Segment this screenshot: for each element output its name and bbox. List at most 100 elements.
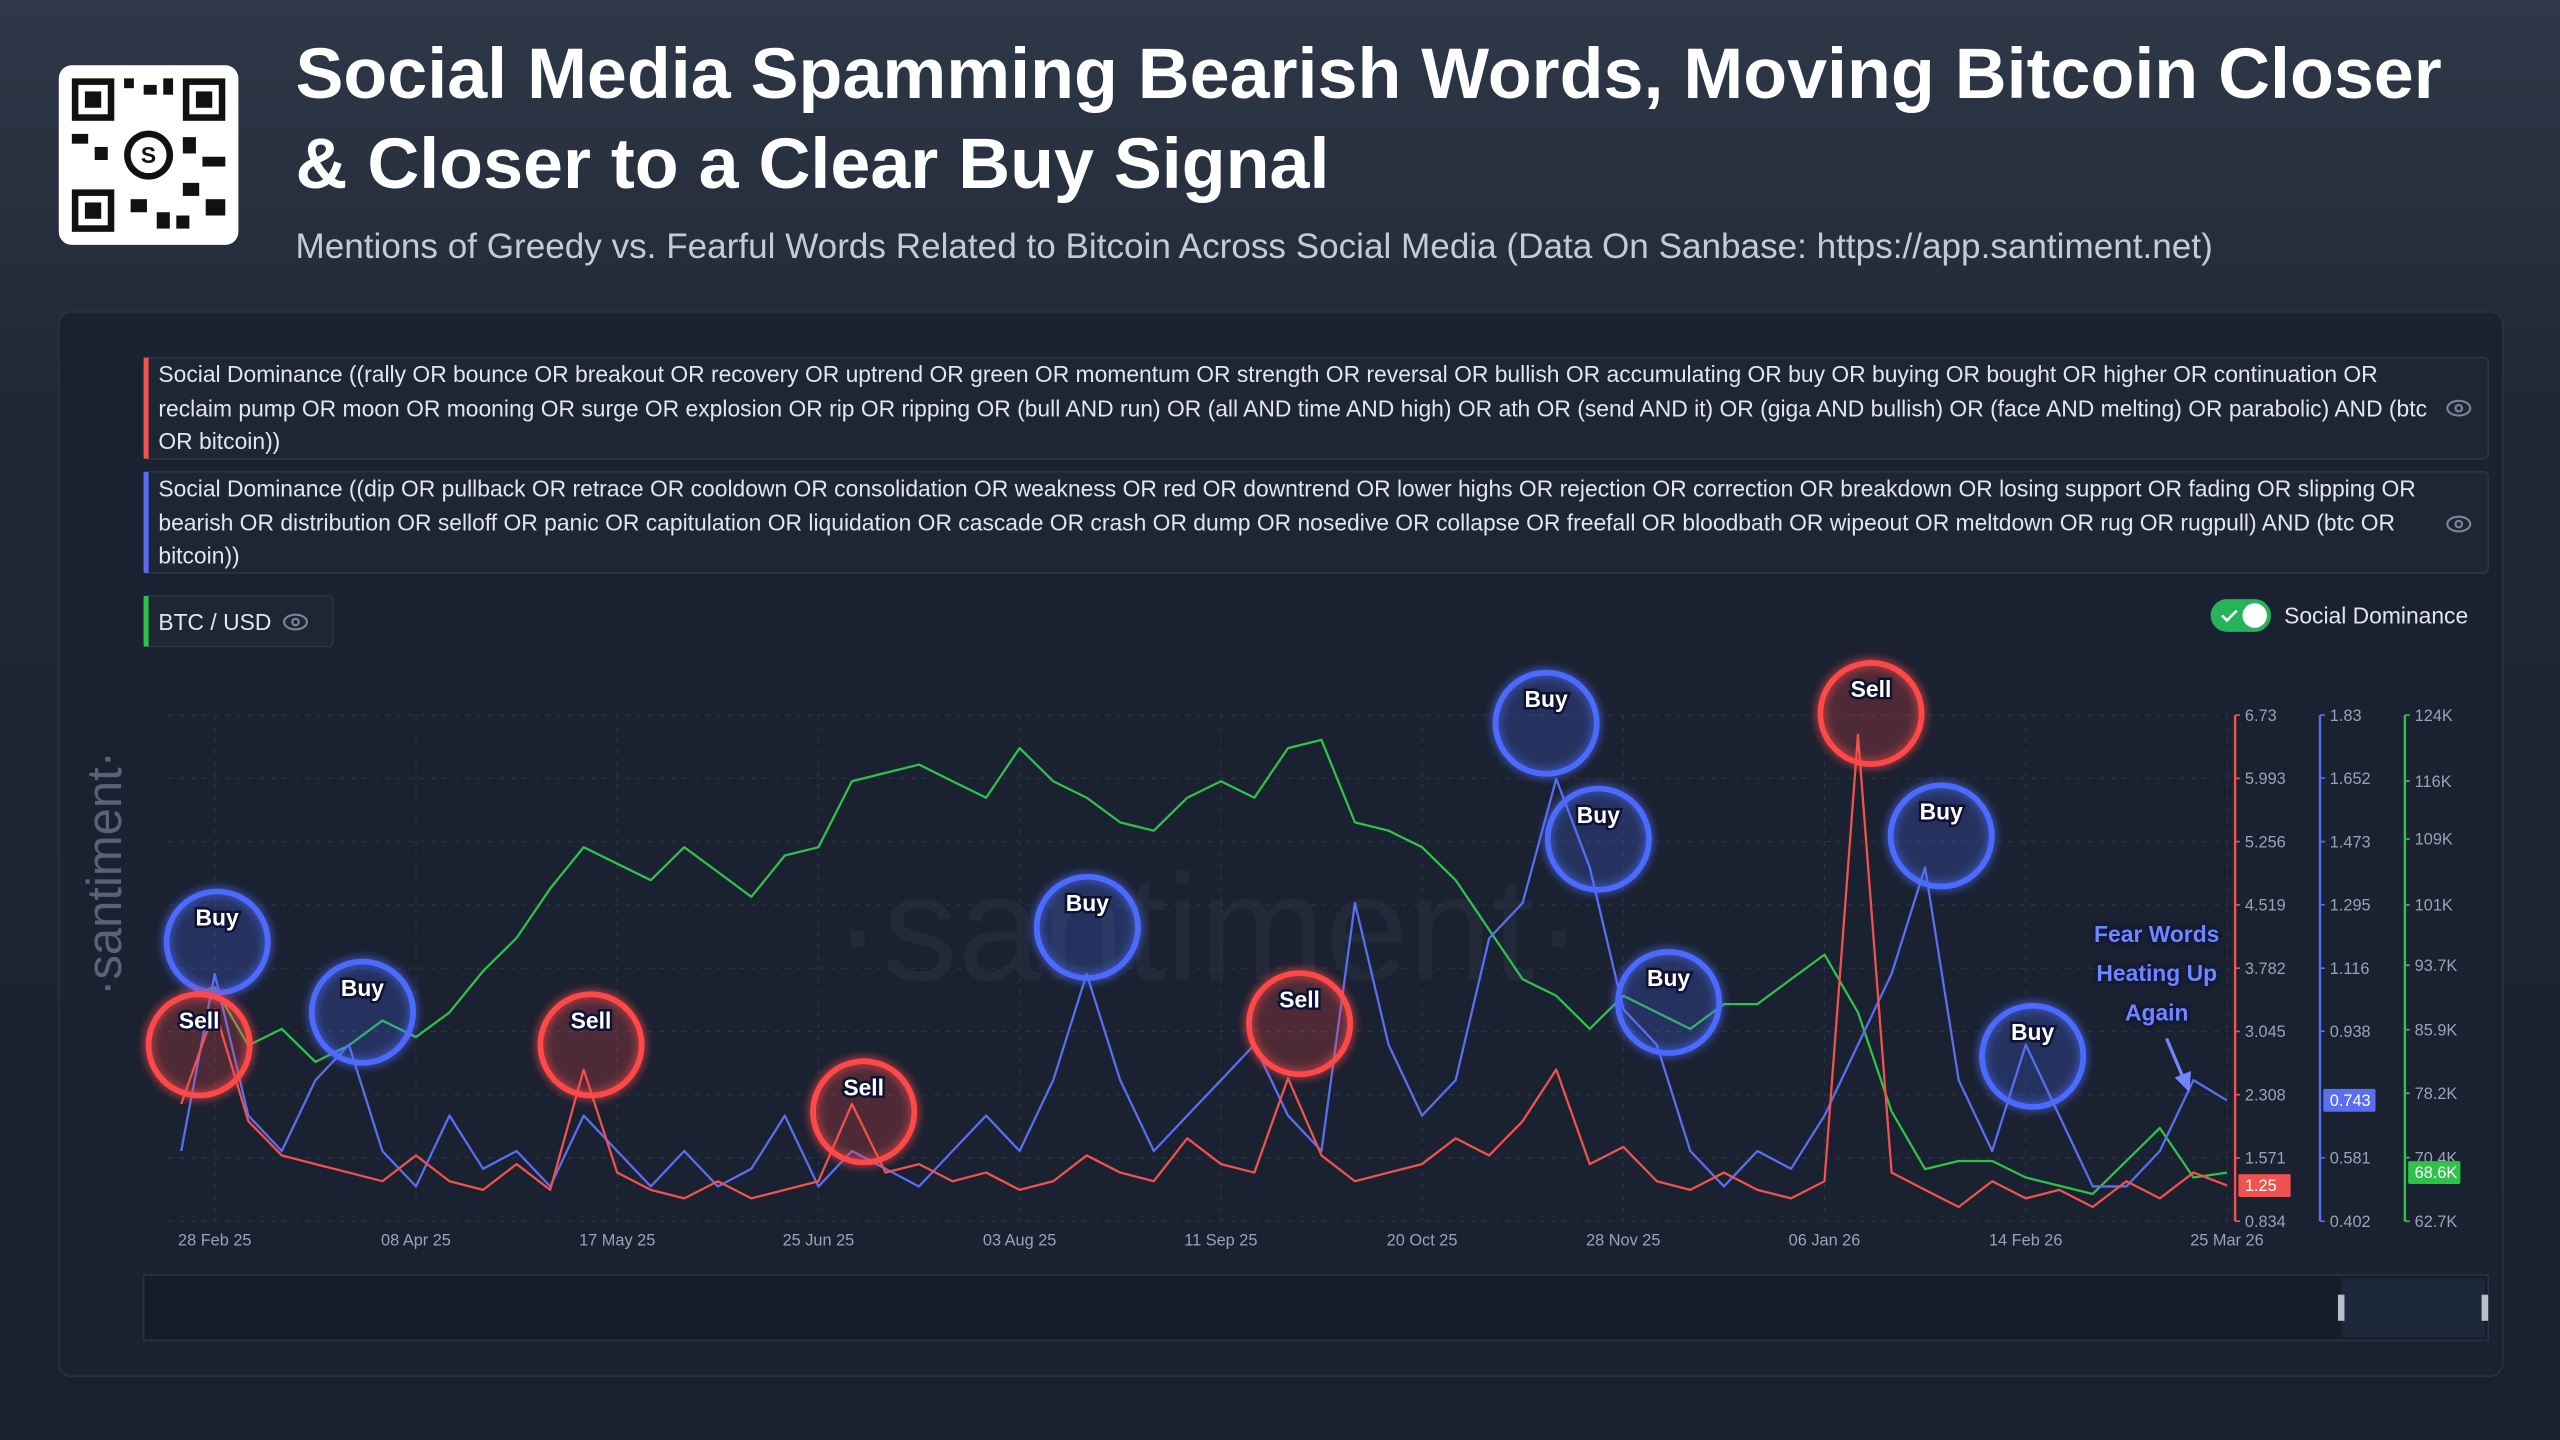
watermark: ·santiment· <box>833 844 1584 1012</box>
y-tick-label: 62.7K <box>2415 1213 2458 1231</box>
annotation-label: Buy <box>1647 965 1690 991</box>
subtitle-box: Mentions of Greedy vs. Fearful Words Rel… <box>295 226 2213 267</box>
series-line <box>180 733 2228 1209</box>
annotation-circle <box>1817 660 1925 767</box>
y-tick-label: 93.7K <box>2415 957 2458 975</box>
y-tick-label: 3.782 <box>2245 960 2286 978</box>
x-tick-label: 28 Nov 25 <box>1586 1232 1660 1250</box>
metric-box <box>142 471 2489 574</box>
annotation-label: Buy <box>1577 802 1620 828</box>
y-tick-label: 85.9K <box>2415 1021 2458 1039</box>
annotation-box: Fear Words Heating Up Again <box>2094 920 2220 1026</box>
annotation-circle <box>810 1058 918 1166</box>
eye-icon[interactable] <box>2446 515 2472 533</box>
annotation-label: Buy <box>1525 686 1568 712</box>
annotation-label: Sell <box>571 1008 612 1034</box>
annotation-label: Buy <box>341 975 384 1001</box>
annotation-circle <box>1887 782 1995 890</box>
y-tick-label: 6.73 <box>2245 707 2277 725</box>
y-tick-label: 1.571 <box>2245 1150 2286 1168</box>
series-line <box>180 777 2228 1188</box>
annotation-text: Fear Words Heating Up Again <box>2094 920 2220 1026</box>
annotation-circle <box>1979 1002 2087 1110</box>
watermark-vertical: ·santiment· <box>78 751 132 996</box>
y-tick-label: 5.256 <box>2245 833 2286 851</box>
toggle[interactable] <box>2210 599 2272 632</box>
x-tick-label: 17 May 25 <box>579 1232 655 1250</box>
annotation-label: Sell <box>179 1008 220 1034</box>
x-tick-label: 06 Jan 26 <box>1789 1232 1861 1250</box>
y-tick-label: 109K <box>2415 831 2453 849</box>
last-value-label: 68.6K <box>2415 1164 2458 1182</box>
qr-code: S <box>58 65 239 245</box>
y-tick-label: 2.308 <box>2245 1086 2286 1104</box>
toggle-label: Social Dominance <box>2284 603 2468 629</box>
y-tick-label: 0.402 <box>2330 1213 2371 1231</box>
annotation-label: Buy <box>1920 799 1963 825</box>
y-tick-label: 4.519 <box>2245 897 2286 915</box>
annotation-label: Sell <box>843 1075 884 1101</box>
y-tick-label: 3.045 <box>2245 1023 2286 1041</box>
svg-text:S: S <box>141 142 156 168</box>
legend-entry: Social Dominance ((dip OR pullback OR re… <box>158 475 2416 569</box>
metric-box <box>142 356 2489 460</box>
annotation-circle <box>1544 785 1652 893</box>
legend-entry: Social Dominance ((rally OR bounce OR br… <box>158 360 2428 454</box>
y-tick-label: 0.581 <box>2330 1149 2371 1167</box>
x-tick-label: 14 Feb 26 <box>1989 1232 2062 1250</box>
y-tick-label: 0.834 <box>2245 1213 2286 1231</box>
last-value-tag <box>2323 1088 2376 1112</box>
metric-color-bar <box>143 471 149 574</box>
annotation-label: Sell <box>1279 986 1320 1012</box>
y-tick-label: 78.2K <box>2415 1085 2458 1103</box>
x-tick-label: 20 Oct 25 <box>1387 1232 1458 1250</box>
last-value-tag <box>2238 1174 2291 1197</box>
last-value-tag <box>2408 1161 2461 1184</box>
y-tick-label: 101K <box>2415 897 2453 915</box>
eye-icon[interactable] <box>283 613 308 631</box>
annotation-arrowhead <box>2174 1071 2192 1093</box>
annotation-circle <box>1492 669 1600 777</box>
metric-text-box: Social Dominance ((dip OR pullback OR re… <box>158 475 2416 569</box>
subtitle: Mentions of Greedy vs. Fearful Words Rel… <box>295 226 2213 267</box>
last-value-label: 1.25 <box>2245 1177 2277 1195</box>
y-tick-label: 1.83 <box>2330 707 2362 725</box>
title: Social Media Spamming Bearish Words, Mov… <box>295 34 2442 205</box>
y-tick-label: 0.938 <box>2330 1023 2371 1041</box>
y-tick-label: 116K <box>2415 773 2452 791</box>
annotation-circle <box>145 991 253 1099</box>
x-tick-label: 25 Mar 26 <box>2190 1232 2263 1250</box>
annotation-label: Buy <box>1066 890 1109 916</box>
annotation-label: Buy <box>2011 1019 2054 1045</box>
annotation-circle <box>537 991 645 1099</box>
plot: 28 Feb 25 08 Apr 25 17 May 25 25 Jun 25 03 A… <box>145 660 2461 1250</box>
y-tick-label: 124K <box>2415 707 2453 725</box>
metric-color-bar <box>143 595 149 647</box>
last-value-label: 0.743 <box>2330 1092 2371 1110</box>
x-tick-label: 25 Jun 25 <box>783 1232 855 1250</box>
title-box: Social Media Spamming Bearish Words, Mov… <box>295 34 2442 205</box>
annotation-label: Sell <box>1851 676 1892 702</box>
y-tick-label: 1.652 <box>2330 770 2371 788</box>
annotation-circle <box>308 958 416 1066</box>
x-tick-label: 11 Sep 25 <box>1184 1232 1257 1250</box>
annotation-circle <box>1615 948 1723 1056</box>
x-tick-label: 08 Apr 25 <box>381 1232 451 1250</box>
x-tick-label: 28 Feb 25 <box>178 1232 251 1250</box>
navigator[interactable] <box>142 1274 2489 1342</box>
y-tick-label: 5.993 <box>2245 770 2286 788</box>
metric-text-box: Social Dominance ((rally OR bounce OR br… <box>158 360 2428 454</box>
legend-entry: BTC / USD <box>158 609 271 635</box>
annotation-circle <box>1246 970 1354 1078</box>
metric-box <box>142 595 334 648</box>
annotation-label: Buy <box>196 905 239 931</box>
annotation-circle <box>163 888 271 996</box>
metric-color-bar <box>143 357 149 459</box>
x-tick-label: 03 Aug 25 <box>983 1232 1056 1250</box>
eye-icon[interactable] <box>2446 399 2472 417</box>
y-tick-label: 1.295 <box>2330 896 2371 914</box>
y-tick-label: 1.116 <box>2330 960 2370 978</box>
annotation-circle <box>1033 873 1141 981</box>
